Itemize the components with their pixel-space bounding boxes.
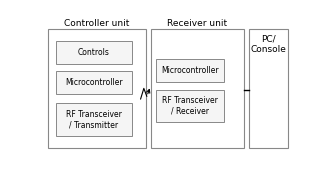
Text: Microcontroller: Microcontroller bbox=[161, 66, 219, 75]
Bar bbox=[156, 59, 224, 82]
Bar bbox=[48, 29, 146, 148]
Bar bbox=[56, 41, 132, 64]
Bar bbox=[156, 90, 224, 122]
Text: Receiver unit: Receiver unit bbox=[167, 19, 228, 28]
Text: Controls: Controls bbox=[78, 48, 110, 57]
Text: Controller unit: Controller unit bbox=[64, 19, 130, 28]
Text: PC/
Console: PC/ Console bbox=[251, 34, 287, 54]
Text: Microcontroller: Microcontroller bbox=[65, 78, 123, 87]
Bar bbox=[249, 29, 289, 148]
Bar bbox=[56, 103, 132, 136]
Bar bbox=[56, 71, 132, 94]
Bar bbox=[151, 29, 244, 148]
Text: RF Transceiver
/ Transmitter: RF Transceiver / Transmitter bbox=[66, 110, 122, 129]
Text: RF Transceiver
/ Receiver: RF Transceiver / Receiver bbox=[162, 96, 218, 116]
